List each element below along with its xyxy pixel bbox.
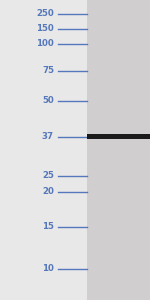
- Text: 250: 250: [36, 9, 54, 18]
- Text: 25: 25: [42, 171, 54, 180]
- Text: 100: 100: [36, 39, 54, 48]
- Text: 50: 50: [42, 96, 54, 105]
- Text: 150: 150: [36, 24, 54, 33]
- Text: 10: 10: [42, 264, 54, 273]
- Text: 15: 15: [42, 222, 54, 231]
- Bar: [87, 134, 150, 139]
- Text: 75: 75: [42, 66, 54, 75]
- Text: 20: 20: [42, 188, 54, 196]
- Bar: [87, 0, 150, 300]
- Text: 37: 37: [42, 132, 54, 141]
